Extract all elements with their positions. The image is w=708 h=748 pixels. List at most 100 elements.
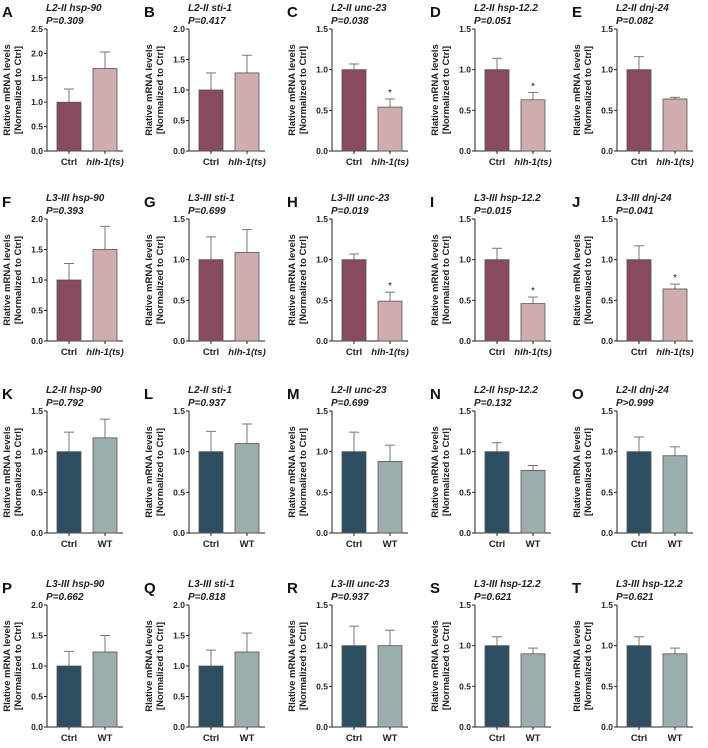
chart-panel-n: N L2-II hsp-12.2 P=0.132 Rlative mRNA level… [430, 385, 551, 550]
y-axis-label: Rlative mRNA levels[Normalized to Ctrl] [2, 426, 24, 518]
x-tick-label: Ctrl [346, 157, 362, 168]
y-axis-label: Rlative mRNA levels[Normalized to Ctrl] [287, 44, 309, 136]
bar-ctrl [341, 259, 367, 342]
y-tick-label: 1.0 [601, 255, 613, 265]
p-value: P=0.621 [616, 592, 654, 603]
y-tick-label: 1.5 [316, 600, 328, 610]
y-axis-label-line: [Normalized to Ctrl] [583, 622, 594, 710]
bar-treatment [377, 300, 403, 342]
y-axis-label: Rlative mRNA levels[Normalized to Ctrl] [430, 620, 452, 712]
y-axis-label: Rlative mRNA levels[Normalized to Ctrl] [430, 44, 452, 136]
y-tick-label: 0.0 [459, 722, 471, 732]
x-tick-label: Ctrl [61, 733, 77, 743]
y-axis-label-line: [Normalized to Ctrl] [441, 622, 452, 710]
chart-panel-r: R L3-III unc-23 P=0.937 Rlative mRNA levels… [287, 579, 408, 744]
panel-letter: F [2, 194, 11, 211]
y-axis-label-line: Rlative mRNA levels [144, 620, 155, 712]
x-tick-label: Ctrl [61, 157, 77, 168]
y-tick-label: 1.5 [601, 600, 613, 610]
y-tick-label: 1.5 [173, 55, 185, 65]
panel-title: L2-II unc-23 [331, 385, 387, 396]
y-tick-label: 2.0 [31, 600, 43, 610]
panel-letter: Q [144, 580, 156, 597]
y-tick-label: 0.0 [601, 336, 613, 346]
y-tick-label: 0.0 [31, 146, 43, 156]
y-tick-label: 0.0 [601, 722, 613, 732]
y-tick-label: 0.5 [459, 295, 471, 305]
y-tick-label: 1.0 [173, 255, 185, 265]
y-axis-label-line: Rlative mRNA levels [287, 234, 298, 326]
y-axis-label: Rlative mRNA levels[Normalized to Ctrl] [144, 234, 166, 326]
y-tick-label: 0.0 [173, 528, 185, 538]
y-axis-label: Rlative mRNA levels[Normalized to Ctrl] [287, 234, 309, 326]
bar-treatment [520, 653, 546, 728]
y-axis-label-line: [Normalized to Ctrl] [155, 622, 166, 710]
chart-panel-a: A L2-II hsp-90 P=0.309 Rlative mRNA levels[… [2, 3, 124, 168]
y-tick-label: 1.0 [316, 255, 328, 265]
y-tick-label: 0.0 [173, 722, 185, 732]
panel-title: L2-II hsp-12.2 [474, 385, 538, 396]
y-tick-label: 1.5 [173, 631, 185, 641]
y-tick-label: 1.0 [601, 65, 613, 75]
bar-treatment [662, 288, 688, 342]
x-tick-label: WT [383, 539, 398, 550]
y-tick-label: 0.0 [31, 528, 43, 538]
panel-title: L3-III sti-1 [188, 193, 235, 204]
y-axis-label: Rlative mRNA levels[Normalized to Ctrl] [572, 426, 594, 518]
x-tick-label: Ctrl [346, 539, 362, 550]
p-value: P=0.019 [331, 206, 369, 217]
y-axis-label-line: Rlative mRNA levels [2, 44, 13, 136]
chart-panel-k: K L2-II hsp-90 P=0.792 Rlative mRNA levels[… [2, 385, 123, 550]
x-tick-label: hlh-1(ts) [514, 347, 551, 358]
y-tick-label: 1.0 [459, 65, 471, 75]
panel-letter: G [144, 194, 156, 211]
x-tick-label: WT [240, 733, 255, 743]
y-axis-label-line: Rlative mRNA levels [572, 44, 583, 136]
y-axis-label-line: [Normalized to Ctrl] [583, 236, 594, 324]
chart-panel-c: C L2-II unc-23 P=0.038 Rlative mRNA levels[… [287, 3, 409, 168]
y-tick-label: 2.5 [31, 24, 43, 34]
panel-letter: J [572, 194, 580, 211]
chart-panel-b: B L2-II sti-1 P=0.417 Rlative mRNA levels[N… [144, 3, 266, 168]
y-axis-label: Rlative mRNA levels[Normalized to Ctrl] [430, 234, 452, 326]
bar-treatment [234, 651, 260, 728]
y-tick-label: 1.5 [459, 406, 471, 416]
x-tick-label: WT [526, 539, 541, 550]
y-tick-label: 1.5 [31, 406, 43, 416]
bar-ctrl [198, 89, 224, 152]
y-axis-label-line: [Normalized to Ctrl] [583, 46, 594, 134]
x-tick-label: Ctrl [203, 539, 219, 550]
bar-treatment [92, 68, 118, 152]
y-axis-label-line: Rlative mRNA levels [287, 426, 298, 518]
panel-letter: D [430, 4, 441, 21]
x-tick-label: Ctrl [631, 539, 647, 550]
chart-panel-l: L L2-II sti-1 P=0.937 Rlative mRNA levels[N… [144, 385, 265, 550]
y-tick-label: 0.5 [173, 116, 185, 126]
y-tick-label: 0.5 [173, 487, 185, 497]
panel-title: L2-II sti-1 [188, 3, 232, 14]
y-tick-label: 0.5 [459, 487, 471, 497]
bar-treatment [662, 653, 688, 728]
significance-star: * [673, 273, 677, 284]
x-tick-label: WT [240, 539, 255, 550]
y-axis-label-line: [Normalized to Ctrl] [155, 46, 166, 134]
panel-title: L2-II hsp-90 [46, 3, 102, 14]
p-value: P=0.792 [46, 398, 84, 409]
x-tick-label: Ctrl [631, 733, 647, 743]
y-axis-label-line: Rlative mRNA levels [144, 44, 155, 136]
x-tick-label: Ctrl [489, 733, 505, 743]
y-tick-label: 1.0 [459, 447, 471, 457]
x-tick-label: Ctrl [489, 157, 505, 168]
x-tick-label: Ctrl [203, 733, 219, 743]
y-tick-label: 0.0 [316, 146, 328, 156]
panel-title: L3-III hsp-90 [46, 193, 105, 204]
bar-treatment [377, 106, 403, 152]
p-value: P=0.818 [188, 592, 226, 603]
panel-title: L2-II unc-23 [331, 3, 387, 14]
y-axis-label-line: Rlative mRNA levels [144, 426, 155, 518]
y-tick-label: 0.0 [173, 146, 185, 156]
y-tick-label: 1.5 [459, 600, 471, 610]
p-value: P=0.662 [46, 592, 84, 603]
panel-letter: N [430, 386, 441, 403]
x-tick-label: WT [383, 733, 398, 743]
